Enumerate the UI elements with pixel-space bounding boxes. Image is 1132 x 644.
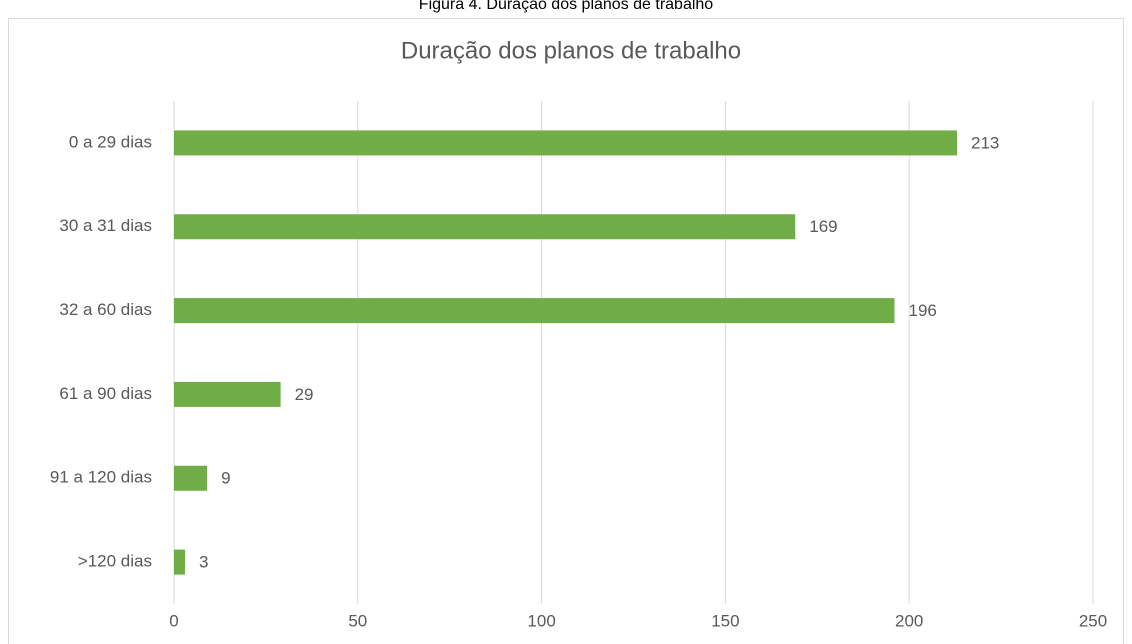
- chart-frame: [8, 18, 1124, 644]
- bar: [174, 381, 281, 407]
- y-tick-label: 61 a 90 dias: [59, 384, 152, 403]
- y-tick-label: 32 a 60 dias: [59, 300, 152, 319]
- data-label: 213: [971, 133, 999, 152]
- x-tick-label: 0: [169, 611, 178, 630]
- caption: Figura 4. Duração dos planos de trabalho: [419, 0, 714, 13]
- y-tick-label: 0 a 29 dias: [69, 132, 152, 151]
- data-label: 29: [295, 385, 314, 404]
- bar: [174, 214, 796, 240]
- x-tick-label: 150: [711, 611, 739, 630]
- x-tick-label: 200: [895, 611, 923, 630]
- y-tick-label: 30 a 31 dias: [59, 216, 152, 235]
- data-label: 3: [199, 553, 208, 572]
- bar: [174, 465, 208, 491]
- x-tick-label: 100: [527, 611, 555, 630]
- bar: [174, 130, 957, 156]
- data-label: 169: [809, 217, 837, 236]
- x-tick-label: 50: [348, 611, 367, 630]
- data-label: 196: [908, 301, 936, 320]
- bar: [174, 298, 895, 324]
- x-tick-label: 250: [1079, 611, 1107, 630]
- chart-title: Duração dos planos de trabalho: [401, 37, 741, 64]
- y-tick-label: 91 a 120 dias: [50, 468, 152, 487]
- bar: [174, 549, 186, 575]
- y-tick-label: >120 dias: [78, 552, 152, 571]
- data-label: 9: [221, 469, 230, 488]
